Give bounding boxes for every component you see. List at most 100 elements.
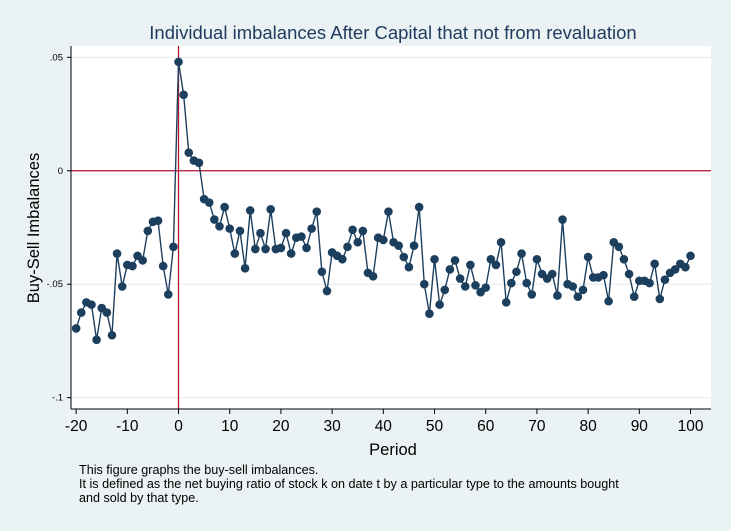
data-point [225,224,235,233]
data-point [455,274,465,283]
figure-note: This figure graphs the buy-sell imbalanc… [79,463,729,505]
data-point [107,330,117,340]
data-point [425,309,434,319]
data-point [404,262,414,272]
data-point [322,286,332,296]
x-tick-label: 60 [477,418,495,435]
data-point [619,254,629,264]
data-point [507,278,516,288]
data-point [491,260,501,270]
series-layer [71,57,695,345]
data-point [578,285,588,295]
data-point [256,228,265,238]
data-point [568,282,578,291]
data-point [112,249,122,258]
data-point [76,308,86,317]
data-point [645,278,654,288]
data-point [174,57,183,67]
data-point [353,237,363,247]
data-point [547,269,557,279]
data-point [527,290,537,299]
y-tick-label: -.05 [47,279,63,290]
data-point [466,260,475,270]
data-point [558,215,567,224]
data-point [343,242,352,252]
data-point [368,271,378,281]
data-point [240,264,250,273]
data-point [128,261,137,271]
y-axis-label: Buy-Sell Imbalances [25,153,43,303]
data-point [414,202,424,212]
note-line: This figure graphs the buy-sell imbalanc… [79,463,319,477]
data-point [358,226,368,236]
data-point [614,242,624,252]
data-point [450,256,460,265]
data-point [251,244,260,254]
data-point [235,226,245,236]
data-point [297,232,306,241]
data-point [317,267,327,277]
data-point [302,243,311,253]
x-tick-label: 30 [323,418,341,435]
data-point [102,308,112,317]
data-point [194,158,204,168]
x-tick-label: 90 [631,418,649,435]
reference-lines [71,46,711,409]
data-point [138,256,147,265]
data-point [624,269,634,279]
data-point [573,292,583,301]
x-tick-label: 70 [528,418,546,435]
data-point [158,261,168,271]
x-tick-label: 0 [174,418,183,435]
data-point [419,279,429,289]
data-point [655,294,665,304]
data-point [681,262,690,272]
data-point [179,90,188,100]
data-point [384,207,393,216]
data-point [394,241,403,250]
data-point [276,243,286,253]
data-point [430,254,439,264]
data-point [522,278,531,288]
data-point [517,249,526,258]
data-point [338,254,347,264]
data-point [496,237,506,247]
data-point [261,244,270,254]
data-point [553,291,562,300]
data-point [501,298,511,307]
data-point [379,235,388,245]
data-point [348,225,357,235]
data-point [670,265,680,274]
data-point [210,215,219,224]
axes: -.1 -.05 0 .05 -20 -10 0 10 20 30 40 50 60 70 80 90 100 [47,46,711,435]
x-tick-label: -20 [65,418,88,435]
data-point [92,335,101,345]
data-point [312,207,322,216]
data-point [307,224,316,233]
x-tick-label: 10 [221,418,239,435]
data-point [460,282,470,291]
data-point [281,228,291,238]
data-point [87,300,96,309]
data-point [435,300,444,309]
data-point [440,285,450,295]
data-point [163,290,173,299]
chart-title: Individual imbalances After Capital that… [149,22,636,43]
data-point [143,226,153,236]
data-point [169,242,178,252]
data-point [71,324,81,333]
data-point [399,252,409,262]
x-tick-label: 80 [579,418,597,435]
y-tick-label: 0 [58,166,63,177]
data-point [599,270,608,280]
data-point [215,222,224,231]
data-point [512,267,521,277]
note-line: and sold by that type. [79,491,199,505]
data-point [650,259,659,269]
chart: Individual imbalances After Capital that… [25,22,711,459]
data-point [583,252,593,262]
data-point [445,265,455,274]
data-point [604,296,613,306]
x-tick-label: 20 [272,418,290,435]
x-tick-label: -10 [116,418,139,435]
